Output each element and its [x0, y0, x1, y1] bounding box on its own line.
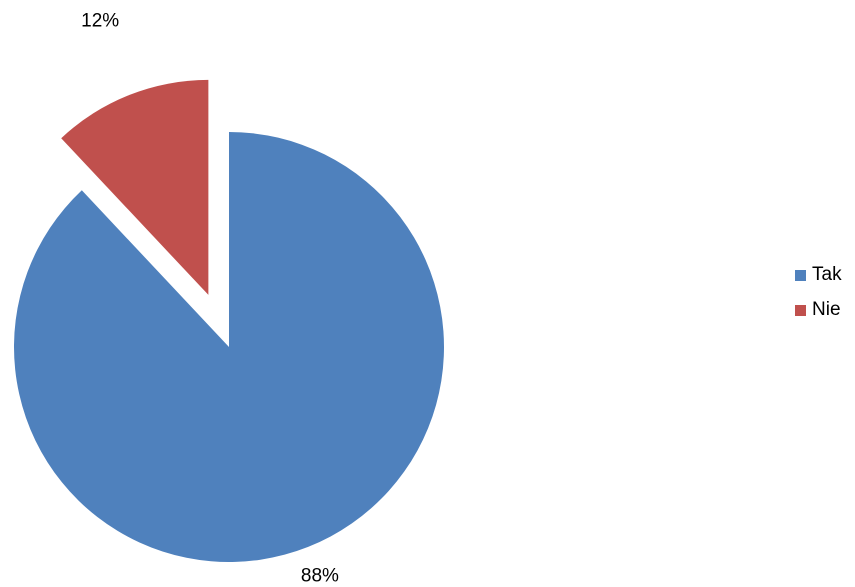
legend-swatch-tak [795, 269, 806, 281]
legend-label-tak: Tak [812, 264, 842, 285]
pie-data-labels: 88% 12% [81, 11, 339, 587]
pie-slices [14, 79, 444, 563]
pie-slice-tak [14, 132, 444, 563]
data-label-nie: 12% [81, 11, 119, 32]
data-label-tak: 88% [301, 566, 339, 587]
legend-item-tak: Tak [795, 262, 842, 288]
legend-label-nie: Nie [812, 299, 841, 320]
legend: Tak Nie [795, 262, 842, 332]
legend-item-nie: Nie [795, 297, 842, 323]
legend-swatch-nie [795, 304, 806, 316]
pie-slice-nie [61, 79, 209, 295]
